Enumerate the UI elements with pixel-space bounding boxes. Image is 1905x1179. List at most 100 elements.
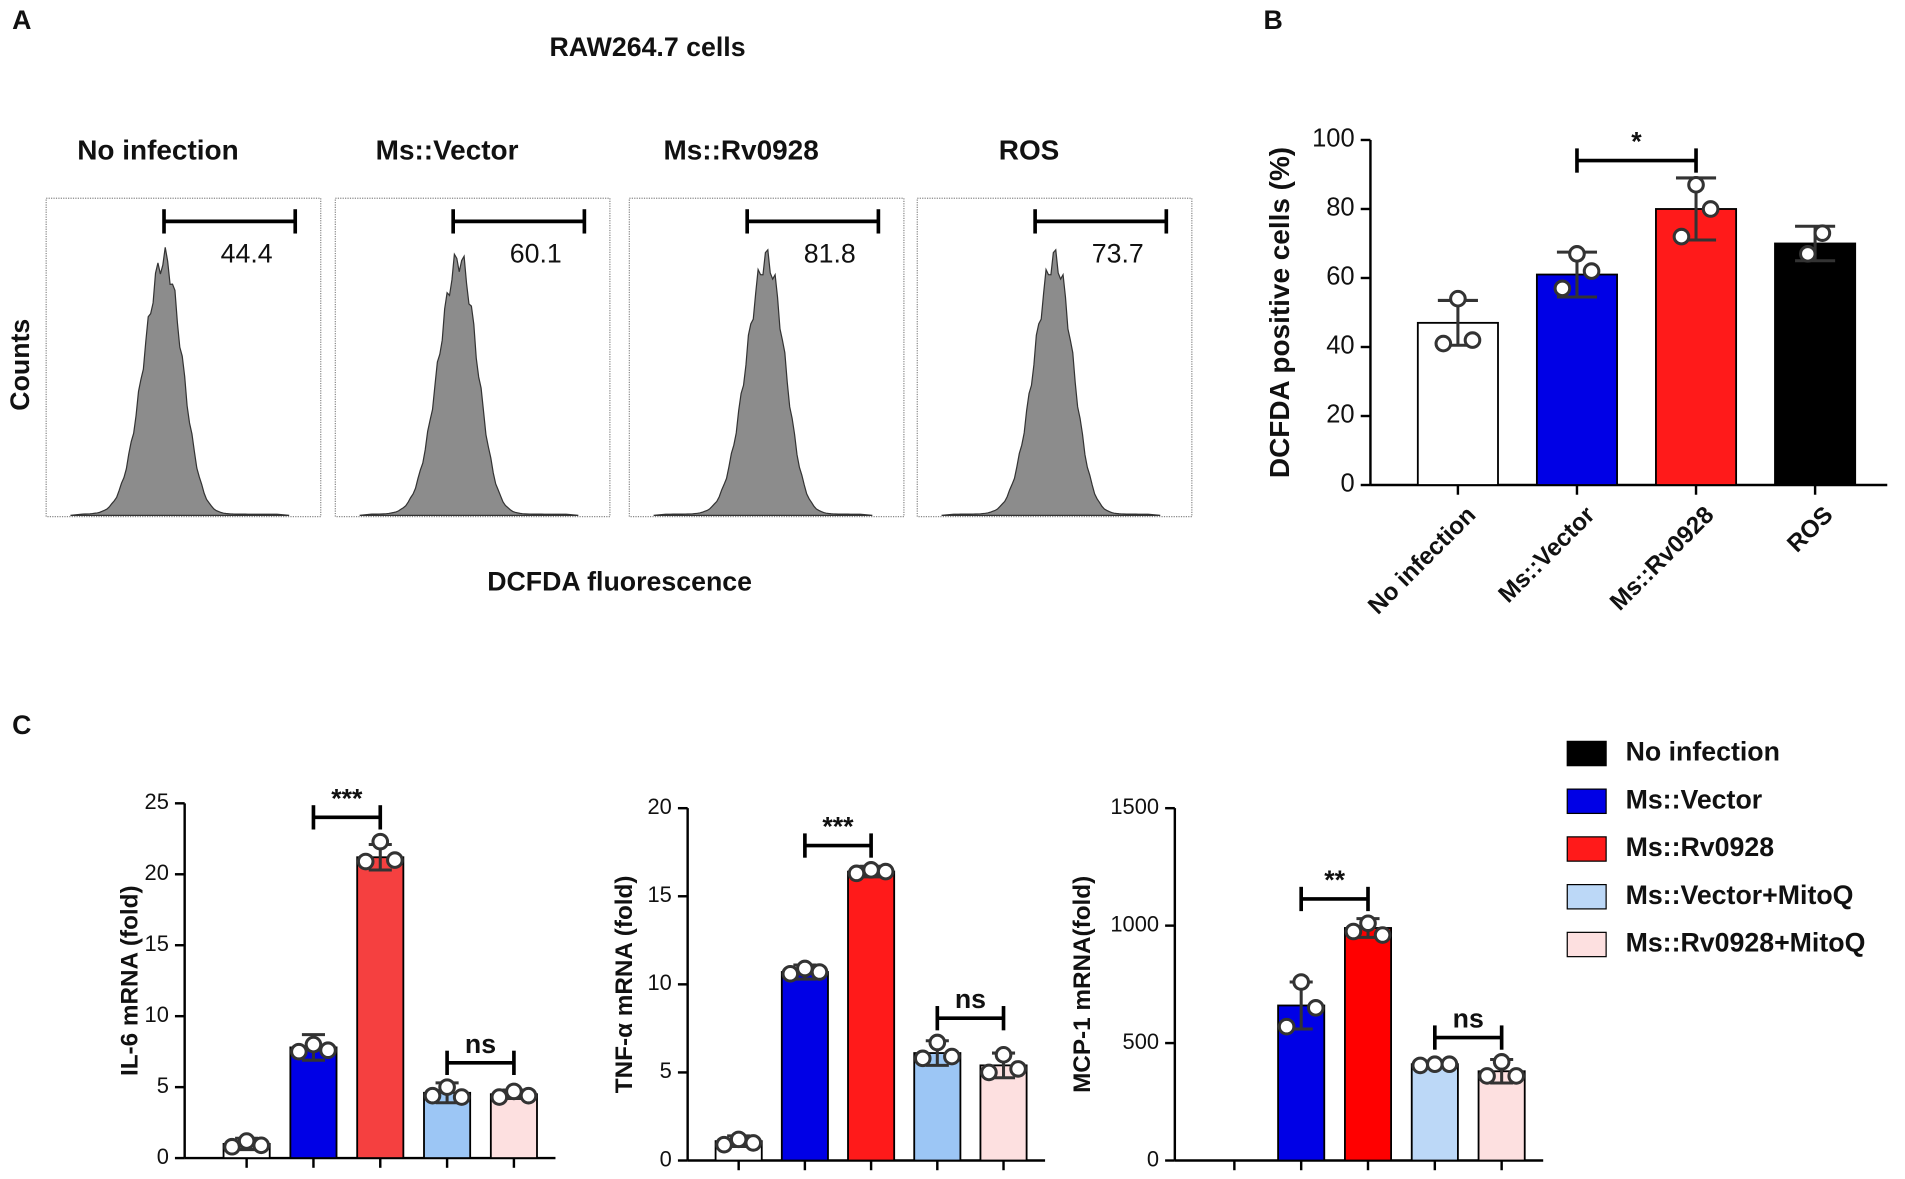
panel-title: ROS: [999, 135, 1060, 166]
sig-label: *: [1631, 127, 1642, 157]
data-point: [744, 1134, 763, 1152]
x-axis-label: DCFDA fluorescence: [487, 566, 752, 596]
data-point: [1373, 926, 1392, 944]
legend-label: Ms::Rv0928: [1626, 832, 1775, 862]
sig-label: **: [1324, 865, 1345, 895]
y-axis-label: MCP-1 mRNA(fold): [1069, 876, 1096, 1093]
data-point: [223, 1137, 241, 1156]
bar: [780, 971, 829, 1162]
data-point: [847, 864, 866, 883]
bar: [1410, 1063, 1459, 1162]
x-tick-label: ROS: [1782, 501, 1838, 557]
y-tick-label: 0: [660, 1146, 672, 1171]
y-tick-label: 15: [648, 882, 672, 907]
y-tick-label: 5: [660, 1058, 672, 1083]
data-point: [1449, 289, 1467, 308]
y-tick-label: 0: [1147, 1146, 1159, 1171]
data-point: [356, 852, 375, 871]
legend-swatch: [1566, 836, 1607, 862]
data-point: [781, 964, 800, 983]
data-point: [505, 1082, 523, 1101]
bar: [356, 856, 405, 1159]
data-point: [452, 1088, 471, 1106]
bar: [1655, 208, 1738, 486]
y-tick-label: 25: [145, 789, 169, 814]
data-point: [1492, 1053, 1511, 1071]
y-tick-label: 1000: [1110, 911, 1159, 936]
data-point: [1553, 279, 1572, 298]
data-point: [1426, 1055, 1444, 1074]
data-point: [1434, 334, 1453, 353]
flow-title: RAW264.7 cells: [550, 32, 746, 62]
histogram-shape: [359, 252, 579, 516]
plot-frame: [45, 197, 322, 518]
data-point: [371, 832, 390, 851]
y-axis-label: DCFDA positive cells (%): [1264, 147, 1295, 478]
plot-frame: [628, 197, 905, 518]
data-point: [862, 861, 880, 879]
data-point: [237, 1132, 256, 1150]
data-point: [1478, 1067, 1496, 1085]
y-tick-label: 10: [145, 1002, 169, 1027]
plot-frame: [334, 197, 611, 518]
data-point: [928, 1033, 947, 1052]
sig-label: ***: [331, 783, 363, 813]
data-point: [1344, 922, 1363, 941]
y-tick-label: 20: [1326, 401, 1354, 429]
plot-frame: [916, 197, 1193, 518]
legend-label: Ms::Vector+MitoQ: [1626, 880, 1854, 910]
legend-swatch: [1566, 740, 1607, 767]
data-point: [319, 1041, 337, 1060]
sig-label: ns: [955, 984, 986, 1014]
panel-label: B: [1264, 5, 1283, 35]
bar: [979, 1064, 1028, 1162]
data-point: [715, 1135, 733, 1154]
data-point: [1292, 973, 1310, 991]
data-point: [994, 1046, 1013, 1064]
legend-label: No infection: [1626, 737, 1780, 767]
sig-label: ***: [822, 812, 854, 842]
y-tick-label: 0: [1340, 470, 1354, 498]
histogram-shape: [653, 248, 873, 516]
legend-label: Ms::Vector: [1626, 784, 1763, 814]
panel-label: C: [12, 710, 31, 740]
data-point: [423, 1086, 442, 1105]
bar: [1344, 927, 1392, 1162]
y-tick-label: 10: [648, 970, 672, 995]
data-point: [1582, 262, 1601, 280]
x-tick-label: Ms::Rv0928: [1605, 501, 1720, 616]
panel-title: Ms::Rv0928: [663, 135, 818, 166]
y-axis-label: TNF-α mRNA (fold): [611, 876, 638, 1094]
sig-label: ns: [1453, 1004, 1484, 1034]
data-point: [1306, 999, 1325, 1017]
data-point: [729, 1130, 748, 1149]
data-point: [1813, 224, 1832, 242]
data-point: [1359, 914, 1377, 933]
data-point: [490, 1088, 509, 1106]
legend-swatch: [1566, 931, 1607, 958]
data-point: [386, 851, 404, 869]
data-point: [796, 959, 814, 978]
data-point: [1507, 1067, 1526, 1085]
data-point: [810, 963, 829, 981]
legend-label: Ms::Rv0928+MitoQ: [1626, 928, 1866, 958]
y-tick-label: 60: [1326, 263, 1354, 291]
panel-title: Ms::Vector: [376, 135, 519, 166]
gate-value: 44.4: [221, 238, 273, 268]
y-tick-label: 20: [648, 794, 672, 819]
y-tick-label: 40: [1326, 332, 1354, 360]
data-point: [252, 1136, 271, 1155]
data-point: [290, 1042, 308, 1061]
data-point: [980, 1063, 998, 1082]
data-point: [1277, 1017, 1296, 1036]
bar: [1477, 1070, 1526, 1162]
y-tick-label: 100: [1312, 125, 1355, 153]
data-point: [1411, 1056, 1430, 1075]
x-tick-label: No infection: [1363, 501, 1481, 619]
gate-value: 60.1: [510, 238, 562, 268]
gate-value: 81.8: [804, 238, 856, 268]
data-point: [1009, 1060, 1027, 1078]
legend-swatch: [1566, 788, 1607, 815]
data-point: [876, 862, 895, 881]
